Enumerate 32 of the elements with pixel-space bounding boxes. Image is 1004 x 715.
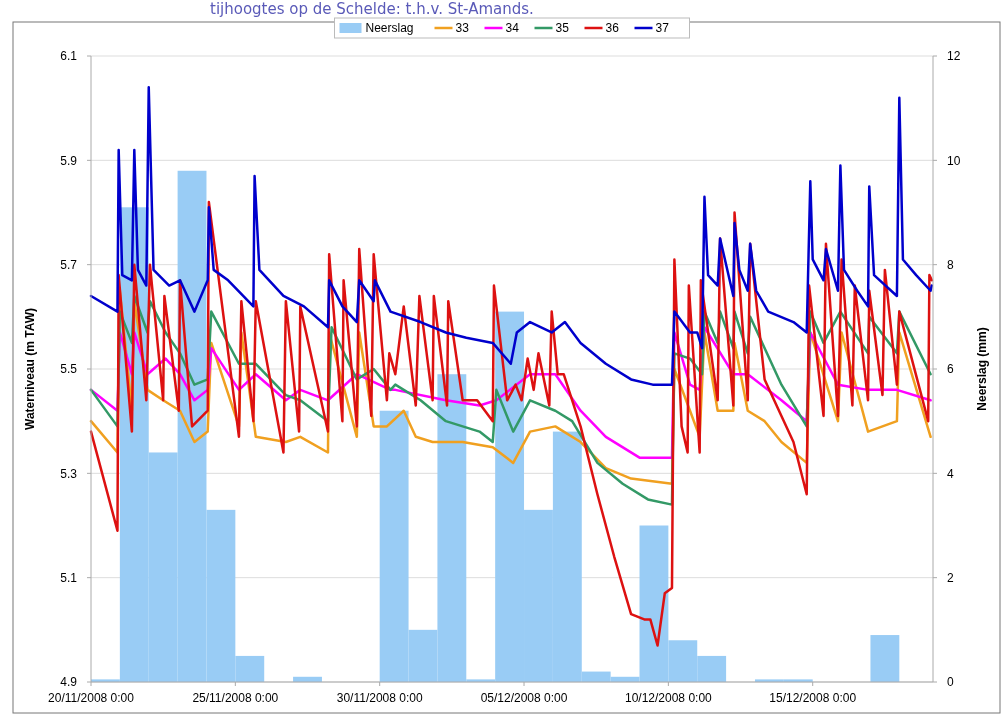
y-tick-label: 5.3 [60,466,78,481]
y2-tick-label: 0 [947,675,954,690]
x-tick-label: 25/11/2008 0:00 [192,691,279,705]
x-tick-label: 10/12/2008 0:00 [625,691,713,705]
line-series [89,86,934,386]
y2-tick-label: 4 [947,466,954,481]
y2-axis-title: Neerslag (mm) [975,327,989,411]
y2-tick-label: 10 [947,153,961,168]
x-tick-label: 15/12/2008 0:00 [769,691,857,705]
x-tick-label: 20/11/2008 0:00 [48,691,135,705]
y2-tick-label: 2 [947,570,954,585]
y-tick-label: 5.7 [60,257,78,272]
y-tick-label: 5.5 [60,362,78,377]
legend-label: 37 [655,21,670,36]
y2-tick-label: 12 [947,49,961,64]
line-series [89,200,934,647]
legend-label: 35 [555,21,570,36]
y-tick-label: 4.9 [60,675,78,690]
y-axis-title: Waterniveau (m TAW) [23,307,37,431]
legend-label: 33 [455,21,470,36]
bar [870,635,900,682]
legend-label: 34 [505,21,520,36]
y-tick-label: 6.1 [60,49,78,64]
legend-label: Neerslag [365,21,414,36]
y2-tick-label: 6 [947,362,954,377]
legend-label: 36 [605,21,620,36]
x-tick-label: 30/11/2008 0:00 [336,691,423,705]
x-tick-label: 05/12/2008 0:00 [480,691,568,705]
y-tick-label: 5.9 [60,153,78,168]
text: tijhoogtes op de Schelde: t.h.v. St-Amands. [210,0,534,18]
y-tick-label: 5.1 [60,570,78,585]
y2-tick-label: 8 [947,257,954,272]
